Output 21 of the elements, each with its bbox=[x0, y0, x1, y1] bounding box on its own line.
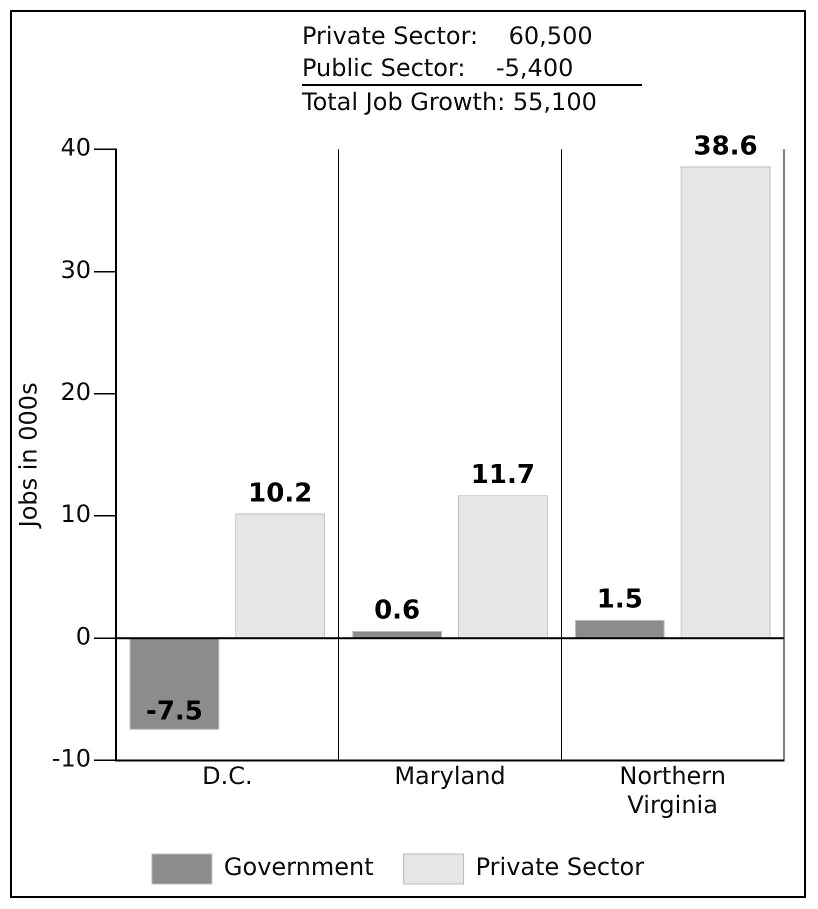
y-tick-label: 40 bbox=[60, 134, 91, 162]
y-tick-label: 0 bbox=[76, 622, 91, 650]
text: Public Sector: -5,400 bbox=[302, 53, 574, 84]
text: Total Job Growth: 55,100 bbox=[302, 84, 642, 118]
legend-label: Private Sector bbox=[476, 853, 644, 882]
y-tick-label: 30 bbox=[60, 256, 91, 284]
data-label: 11.7 bbox=[470, 460, 535, 490]
y-axis-title: Jobs in 000s bbox=[14, 382, 43, 530]
x-tick-label: Maryland bbox=[394, 762, 506, 790]
x-tick-label: D.C. bbox=[202, 762, 253, 790]
y-tick-label: 10 bbox=[60, 500, 91, 528]
data-label: -7.5 bbox=[146, 696, 203, 727]
legend-label: Government bbox=[224, 853, 374, 882]
text: Private Sector: 60,500 bbox=[302, 21, 594, 52]
data-label: 38.6 bbox=[693, 131, 758, 162]
data-label: 1.5 bbox=[596, 584, 643, 615]
y-tick-label: -10 bbox=[52, 744, 91, 773]
x-tick-label: Northern Virginia bbox=[619, 762, 726, 819]
data-label: 0.6 bbox=[374, 596, 420, 626]
y-tick-label: 20 bbox=[60, 378, 91, 406]
data-label: 10.2 bbox=[248, 478, 312, 508]
